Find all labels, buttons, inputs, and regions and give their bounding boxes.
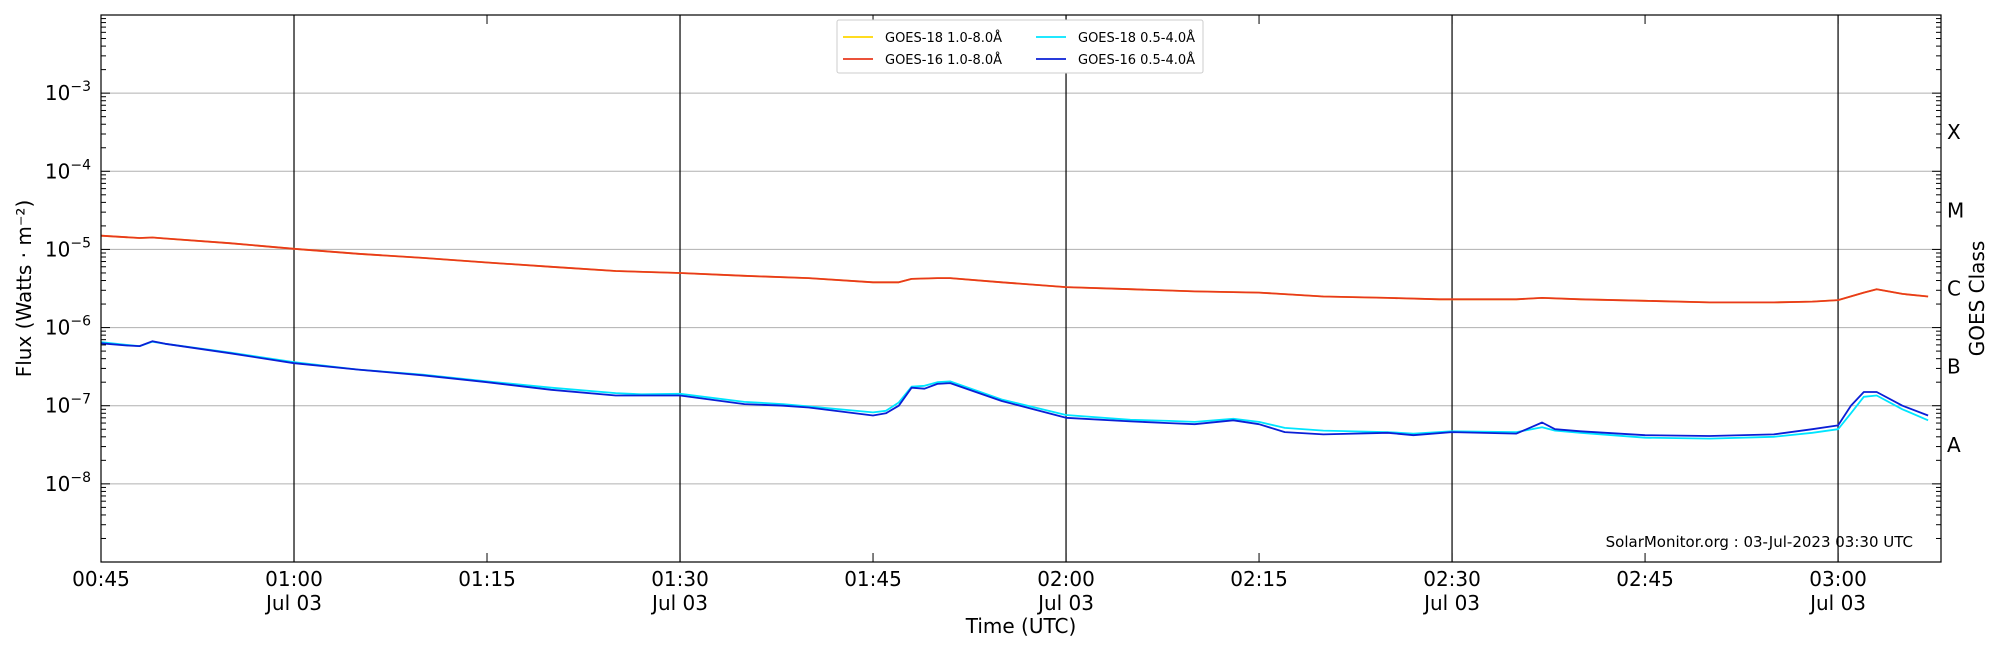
x-tick-label: 02:45: [1616, 567, 1674, 591]
legend-box: [836, 19, 1204, 74]
goes-class-label: A: [1947, 433, 1961, 457]
y-tick-label: 10−3: [45, 79, 91, 105]
x-tick-date-label: Jul 03: [264, 591, 322, 615]
plot-area-frame: [100, 14, 1942, 563]
y-axis-tick-labels: 10−8 10−7 10−6 10−5 10−4 10−3: [45, 79, 91, 496]
y-tick-label: 10−4: [45, 157, 91, 183]
x-tick-label: 03:00: [1809, 567, 1867, 591]
x-tick-date-label: Jul 03: [650, 591, 708, 615]
x-tick-label: 01:15: [458, 567, 516, 591]
x-tick-label: 01:00: [265, 567, 323, 591]
legend: GOES-18 1.0-8.0Å GOES-16 1.0-8.0Å GOES-18 …: [836, 19, 1204, 74]
y-tick-label: 10−6: [45, 314, 91, 340]
y-tick-label: 10−5: [45, 235, 91, 261]
legend-entry: GOES-16 0.5-4.0Å: [1078, 52, 1195, 68]
legend-entry: GOES-16 1.0-8.0Å: [885, 52, 1002, 68]
x-tick-label: 02:00: [1037, 567, 1095, 591]
y-tick-label: 10−8: [45, 470, 91, 496]
y-tick-label: 10−7: [45, 392, 91, 418]
goes-class-label: M: [1947, 198, 1964, 222]
series-line-0: [100, 234, 1929, 304]
x-axis-label: Time (UTC): [965, 614, 1077, 638]
x-tick-label: 02:15: [1230, 567, 1288, 591]
series-line-1: [100, 340, 1929, 440]
x-tick-label: 02:30: [1423, 567, 1481, 591]
x-tick-date-label: Jul 03: [1036, 591, 1094, 615]
y-axis-label: Flux (Watts · m⁻²): [12, 200, 36, 378]
horizontal-grid: [101, 92, 1941, 485]
goes-class-axis-label: GOES Class: [1965, 241, 1989, 357]
x-tick-label: 01:45: [844, 567, 902, 591]
goes-class-label: B: [1947, 355, 1961, 379]
x-tick-date-label: Jul 03: [1808, 591, 1866, 615]
goes-class-label: X: [1947, 120, 1961, 144]
legend-entry: GOES-18 0.5-4.0Å: [1078, 30, 1195, 46]
goes-class-labels: A B C M X: [1947, 120, 1964, 457]
series-line-3: [100, 340, 1929, 437]
day-marker-lines: [293, 15, 1839, 562]
axis-ticks: [100, 15, 1941, 563]
goes-class-label: C: [1947, 277, 1961, 301]
x-tick-label: 00:45: [72, 567, 130, 591]
x-tick-label: 01:30: [651, 567, 709, 591]
series-lines: [100, 234, 1929, 440]
legend-entry: GOES-18 1.0-8.0Å: [885, 30, 1002, 46]
x-tick-date-label: Jul 03: [1422, 591, 1480, 615]
source-watermark: SolarMonitor.org : 03-Jul-2023 03:30 UTC: [1606, 533, 1913, 551]
series-line-2: [100, 234, 1929, 304]
